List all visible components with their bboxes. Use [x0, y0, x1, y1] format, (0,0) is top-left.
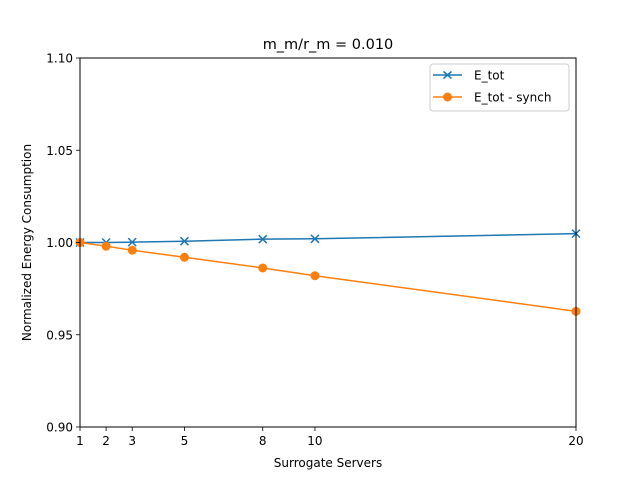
legend-label-e-tot: E_tot	[474, 69, 505, 83]
x-tick-label: 2	[102, 434, 110, 448]
legend: E_tot E_tot - synch	[429, 63, 570, 112]
y-tick-label: 1.00	[46, 236, 73, 250]
y-tick-label: 1.10	[46, 52, 73, 66]
legend-box	[429, 63, 570, 112]
legend-label-e-tot-synch: E_tot - synch	[474, 91, 551, 105]
y-axis-label: Normalized Energy Consumption	[20, 144, 34, 341]
x-tick-label: 20	[568, 434, 583, 448]
x-tick-label: 10	[307, 434, 322, 448]
x-axis-label: Surrogate Servers	[274, 456, 382, 470]
legend-marker-x-icon	[443, 70, 452, 80]
plot-area	[75, 57, 581, 428]
data-point-x	[179, 236, 189, 246]
y-tick-label: 0.90	[46, 421, 73, 435]
data-point-circle	[179, 252, 189, 262]
x-tick-label: 8	[259, 434, 267, 448]
data-point-x	[258, 234, 268, 244]
data-point-x	[310, 234, 320, 244]
series-layer	[75, 229, 581, 316]
y-tick-label: 1.05	[46, 144, 73, 158]
x-axis-ticks: 1 2 3 5 8 10 20	[76, 427, 584, 448]
data-point-circle	[310, 271, 320, 281]
data-point-circle	[101, 241, 111, 251]
legend-marker-circle-icon	[443, 92, 452, 102]
x-tick-label: 1	[76, 434, 84, 448]
y-tick-label: 0.95	[46, 328, 73, 342]
legend-entry-e-tot-synch: E_tot - synch	[433, 91, 551, 105]
x-tick-label: 3	[128, 434, 136, 448]
data-point-circle	[127, 245, 137, 255]
data-point-circle	[258, 263, 268, 273]
x-tick-label: 5	[181, 434, 189, 448]
y-axis-ticks: 0.90 0.95 1.00 1.05 1.10	[46, 52, 80, 435]
legend-entry-e-tot: E_tot	[433, 69, 505, 83]
chart-title: m_m/r_m = 0.010	[263, 37, 394, 53]
data-point-x	[127, 237, 137, 247]
